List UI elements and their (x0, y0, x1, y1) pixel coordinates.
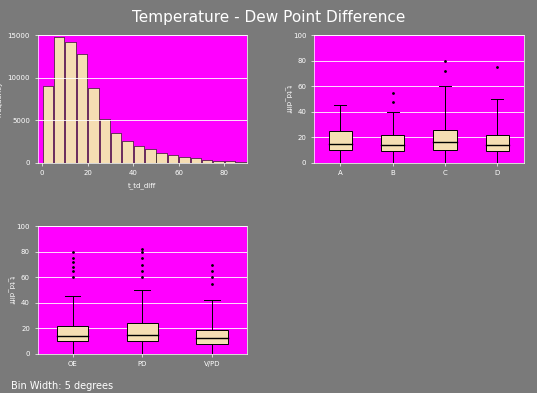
Y-axis label: Frequency: Frequency (0, 81, 2, 117)
Bar (66, 42, 76, 163)
Bar (156, 152, 167, 163)
Text: Bin Width: 5 degrees: Bin Width: 5 degrees (11, 381, 113, 391)
Bar (225, 162, 235, 163)
Bar (145, 149, 156, 163)
Bar (57, 326, 88, 341)
Bar (329, 131, 352, 150)
Bar (134, 146, 144, 163)
Bar (77, 54, 87, 163)
Bar (236, 162, 246, 163)
Y-axis label: t_td_diff: t_td_diff (8, 276, 15, 304)
Text: Temperature - Dew Point Difference: Temperature - Dew Point Difference (132, 10, 405, 25)
Bar (54, 37, 64, 163)
Bar (202, 160, 213, 163)
Bar (127, 323, 158, 341)
Bar (197, 329, 228, 343)
Bar (433, 130, 457, 150)
X-axis label: t_td_diff: t_td_diff (128, 182, 156, 189)
Bar (179, 157, 190, 163)
Y-axis label: t_td_diff: t_td_diff (285, 85, 292, 113)
Bar (381, 135, 404, 151)
Bar (99, 119, 110, 163)
Bar (122, 141, 133, 163)
Bar (88, 88, 99, 163)
Bar (485, 135, 509, 151)
Bar (111, 133, 121, 163)
Bar (168, 155, 178, 163)
Bar (42, 86, 53, 163)
Bar (191, 158, 201, 163)
Bar (213, 161, 224, 163)
